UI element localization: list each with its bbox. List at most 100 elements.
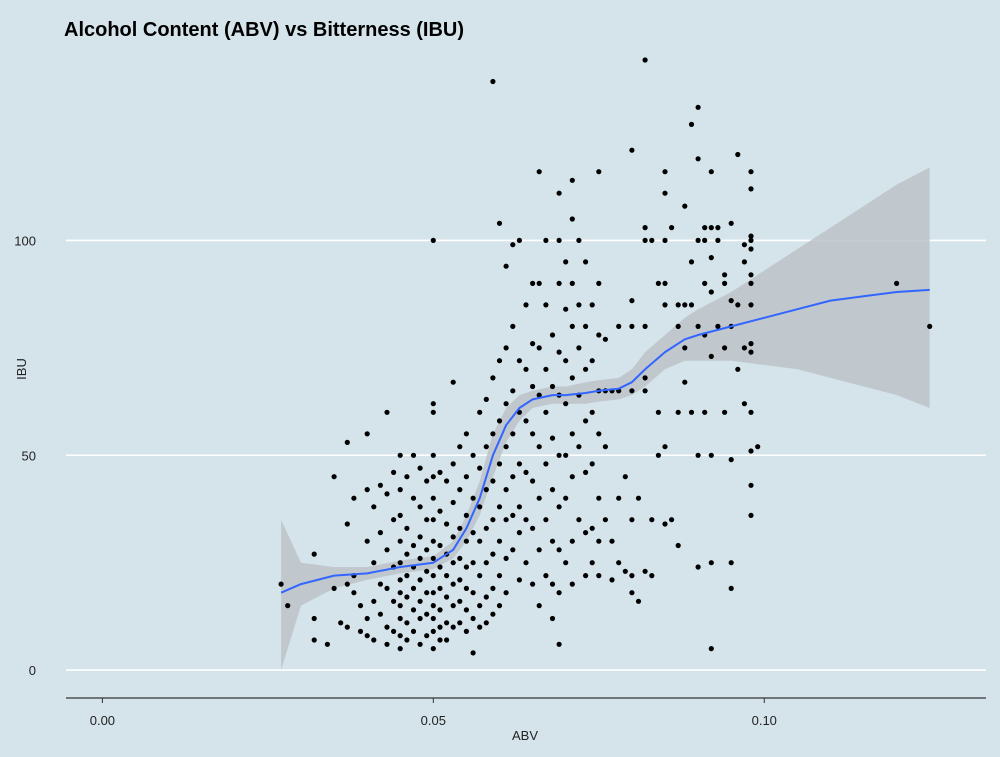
data-point [563,401,569,407]
data-point [477,624,483,630]
data-point [457,577,463,583]
data-point [662,302,668,308]
data-point [523,517,529,523]
data-point [410,628,417,635]
data-point [543,517,549,523]
data-point [549,383,556,390]
data-point [556,280,562,286]
data-point [450,461,456,467]
data-point [589,358,595,364]
data-point [530,341,536,347]
data-point [715,237,721,243]
data-point [430,573,436,579]
data-point [457,598,463,604]
data-point [682,379,688,385]
data-point [622,474,628,480]
data-point [437,564,443,570]
data-point [344,581,350,587]
data-point [430,495,436,501]
data-point [331,585,337,592]
data-point [569,280,575,286]
data-point [602,517,609,523]
data-point [543,302,549,308]
data-point [311,615,317,622]
data-point [510,431,516,437]
data-point [404,637,410,643]
data-point [444,478,450,484]
data-point [523,302,529,308]
data-point [543,573,549,579]
data-point [635,495,642,501]
data-point [496,538,503,544]
data-point [728,220,734,226]
data-point [397,577,403,583]
data-point [576,517,582,523]
y-tick-label: 0 [29,663,36,678]
x-tick-label: 0.10 [752,713,777,728]
data-point [483,444,489,450]
data-point [556,190,562,196]
data-point [649,573,655,579]
data-point [496,418,503,424]
data-point [662,521,668,527]
data-point [523,560,529,566]
data-point [364,487,370,493]
data-point [463,431,469,437]
data-point [642,375,648,381]
data-point [417,598,423,604]
data-point [655,409,662,415]
data-point [397,538,403,544]
data-point [364,431,370,437]
data-point [688,259,695,265]
data-point [583,259,589,265]
data-point [430,452,436,458]
data-point [569,216,575,222]
data-point [563,306,569,312]
data-point [596,431,602,437]
data-point [748,482,754,488]
data-point [708,452,714,458]
data-point [675,302,681,308]
data-point [609,538,615,544]
data-point [510,323,516,329]
data-point [344,521,350,527]
data-point [556,237,562,243]
data-point [417,577,423,583]
data-point [490,611,496,617]
smooth-line [280,288,930,594]
data-point [450,534,456,540]
data-point [503,263,509,269]
data-point [602,444,609,450]
data-point [642,237,648,243]
data-point [424,590,430,596]
confidence-band-area [281,167,930,671]
y-tick-label: 50 [22,448,36,463]
data-point [616,560,622,566]
data-point [496,504,503,510]
data-point [583,469,589,475]
data-point [549,487,556,493]
data-point [748,246,754,252]
data-point [457,620,463,626]
data-point [503,590,509,596]
data-point [510,547,516,553]
data-point [702,280,708,286]
x-axis-title: ABV [512,728,538,743]
data-point [596,332,602,338]
data-point [682,345,688,351]
data-point [410,607,417,613]
data-point [536,280,542,286]
data-point [569,581,575,587]
data-point [397,512,403,519]
chart-title: Alcohol Content (ABV) vs Bitterness (IBU… [64,19,464,41]
x-axis-ticks: 0.00 0.05 0.10 [90,698,777,728]
data-point [364,615,370,622]
data-point [642,225,648,231]
data-point [357,603,364,609]
data-point [371,560,377,566]
data-point [669,517,675,523]
data-point [384,641,390,647]
data-point [483,396,489,402]
data-point [424,568,430,574]
data-point [530,525,536,531]
